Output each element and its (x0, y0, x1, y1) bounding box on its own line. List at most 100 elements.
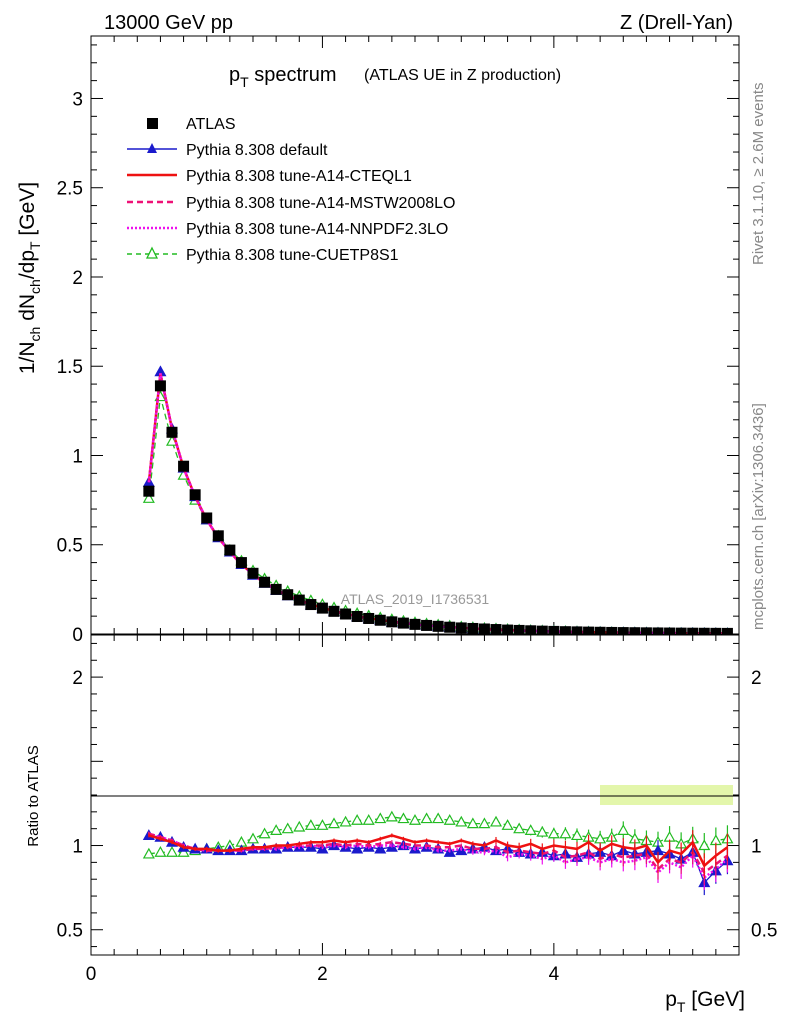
main-atlas-point (328, 605, 340, 617)
main-subtitle: (ATLAS UE in Z production) (364, 67, 561, 84)
main-atlas-point (270, 583, 282, 595)
ratio-pythia-cuetp8s1-marker (455, 815, 468, 827)
main-atlas-point (143, 485, 155, 497)
main-y-axis-label: 1/Nch dNch/dpT [GeV] (16, 182, 43, 374)
ratio-pythia-default-marker (374, 842, 387, 854)
x-tick-label: 4 (549, 964, 560, 985)
legend-marker-atlas (147, 118, 158, 129)
main-y-tick-label: 0 (72, 625, 83, 646)
main-atlas-point (316, 602, 328, 614)
main-atlas-point (455, 622, 467, 634)
main-atlas-point (154, 380, 166, 392)
main-atlas-point (259, 576, 271, 588)
main-atlas-point (675, 627, 687, 634)
ratio-pythia-cuetp8s1-marker (293, 820, 306, 832)
ratio-pythia-cuetp8s1-marker (316, 819, 329, 830)
ratio-pythia-cuetp8s1-marker (362, 814, 375, 825)
ratio-pythia-cuetp8s1-marker (304, 819, 317, 830)
main-atlas-point (189, 489, 201, 501)
ratio-pythia-cuetp8s1-marker (432, 812, 445, 824)
main-y-tick-label: 3 (72, 89, 83, 110)
x-tick-label: 2 (317, 964, 328, 985)
ratio-pythia-cuetp8s1-marker (698, 839, 711, 851)
main-atlas-point (212, 530, 224, 542)
main-atlas-point (340, 608, 352, 620)
main-atlas-point (397, 617, 409, 629)
ratio-y-tick-label: 0.5 (57, 921, 83, 942)
main-atlas-point (235, 557, 247, 569)
main-atlas-point (409, 618, 421, 630)
legend-item-cteql1: Pythia 8.308 tune-A14-CTEQL1 (127, 168, 412, 185)
main-atlas-point (166, 426, 178, 438)
main-panel: 0 0.5 1 1.5 2 2.5 3 ATLAS_2019_I1736531 pT spe… (16, 35, 740, 646)
main-atlas-point (652, 627, 664, 634)
ratio-pythia-cuetp8s1-marker (258, 827, 271, 839)
ratio-pythia-cuetp8s1-marker (443, 814, 456, 825)
legend-item-mstw: Pythia 8.308 tune-A14-MSTW2008LO (127, 195, 455, 212)
ratio-pythia-cuetp8s1-marker (570, 829, 584, 841)
legend-item-default: Pythia 8.308 default (127, 142, 328, 159)
main-atlas-point (536, 625, 548, 634)
ratio-pythia-cuetp8s1-marker (246, 832, 260, 844)
ratio-pythia-cuetp8s1-marker (547, 827, 560, 839)
main-atlas-point (421, 619, 433, 631)
ratio-pythia-cuetp8s1-marker (397, 812, 410, 824)
main-atlas-point (386, 616, 398, 628)
main-atlas-point (293, 594, 305, 606)
ratio-pythia-cuetp8s1-marker (142, 847, 155, 859)
legend-label-mstw: Pythia 8.308 tune-A14-MSTW2008LO (186, 195, 455, 212)
rivet-version-label: Rivet 3.1.10, ≥ 2.6M events (750, 83, 767, 266)
ratio-pythia-cuetp8s1-marker (327, 817, 341, 829)
main-y-tick-label: 1 (72, 446, 83, 467)
ratio-pythia-cuetp8s1-marker (281, 822, 294, 834)
ratio-y-tick-label-right: 0.5 (751, 921, 777, 942)
ratio-uncertainty-band (600, 785, 733, 805)
main-atlas-point (698, 627, 710, 634)
main-y-tick-label: 2 (72, 268, 83, 289)
ratio-pythia-cuetp8s1-marker (536, 825, 549, 837)
legend-item-atlas: ATLAS (147, 116, 236, 133)
main-y-tick-label: 2.5 (57, 179, 83, 200)
ratio-pythia-default-marker (351, 842, 364, 854)
main-title: pT spectrum (229, 64, 337, 90)
ratio-pythia-cuetp8s1-marker (466, 817, 479, 829)
main-pythia-cuetp8s1-marker (142, 492, 155, 503)
ratio-y-tick-label: 1 (72, 837, 83, 858)
main-atlas-point (525, 625, 537, 634)
header-process: Z (Drell-Yan) (620, 12, 733, 34)
ratio-y-axis-label: Ratio to ATLAS (25, 745, 42, 846)
main-axis-ticks: 0 0.5 1 1.5 2 2.5 3 (57, 36, 740, 646)
main-atlas-point (617, 627, 629, 634)
legend-marker-cuetp8s1 (145, 246, 159, 259)
ratio-panel: 0.5 0.5 1 1 2 2 0 2 4 Ratio to ATLAS pT [GeV] (25, 634, 777, 1015)
ratio-pythia-cuetp8s1-marker (339, 815, 352, 827)
mcplots-reference-label: mcplots.cern.ch [arXiv:1306.3436] (750, 403, 767, 630)
main-atlas-point (432, 620, 444, 632)
main-atlas-point (640, 627, 652, 634)
main-series-group (142, 365, 733, 634)
main-atlas-point (363, 612, 375, 624)
main-atlas-point (710, 627, 722, 634)
main-atlas-point (559, 626, 571, 634)
x-tick-label: 0 (86, 964, 97, 985)
ratio-axis-ticks: 0.5 0.5 1 1 2 2 0 2 4 (57, 635, 777, 985)
ratio-pythia-cuetp8s1-marker (374, 812, 387, 824)
ratio-pythia-cuetp8s1-marker (489, 815, 503, 827)
main-atlas-point (687, 627, 699, 634)
legend-marker-default (147, 143, 157, 153)
main-atlas-point (571, 626, 583, 634)
main-atlas-point (606, 626, 618, 634)
legend-label-cuetp8s1: Pythia 8.308 tune-CUETP8S1 (186, 247, 399, 264)
main-atlas-point (513, 624, 525, 634)
legend-item-cuetp8s1: Pythia 8.308 tune-CUETP8S1 (127, 246, 399, 264)
ratio-pythia-cuetp8s1-marker (165, 846, 179, 857)
ratio-pythia-cuetp8s1-marker (154, 846, 167, 857)
main-atlas-point (247, 567, 259, 579)
main-atlas-point (721, 627, 733, 634)
legend-label-cteql1: Pythia 8.308 tune-A14-CTEQL1 (186, 168, 412, 185)
main-atlas-point (629, 627, 641, 634)
ratio-pythia-cuetp8s1-marker (385, 810, 398, 822)
legend-label-default: Pythia 8.308 default (186, 142, 328, 159)
main-atlas-point (664, 627, 676, 634)
